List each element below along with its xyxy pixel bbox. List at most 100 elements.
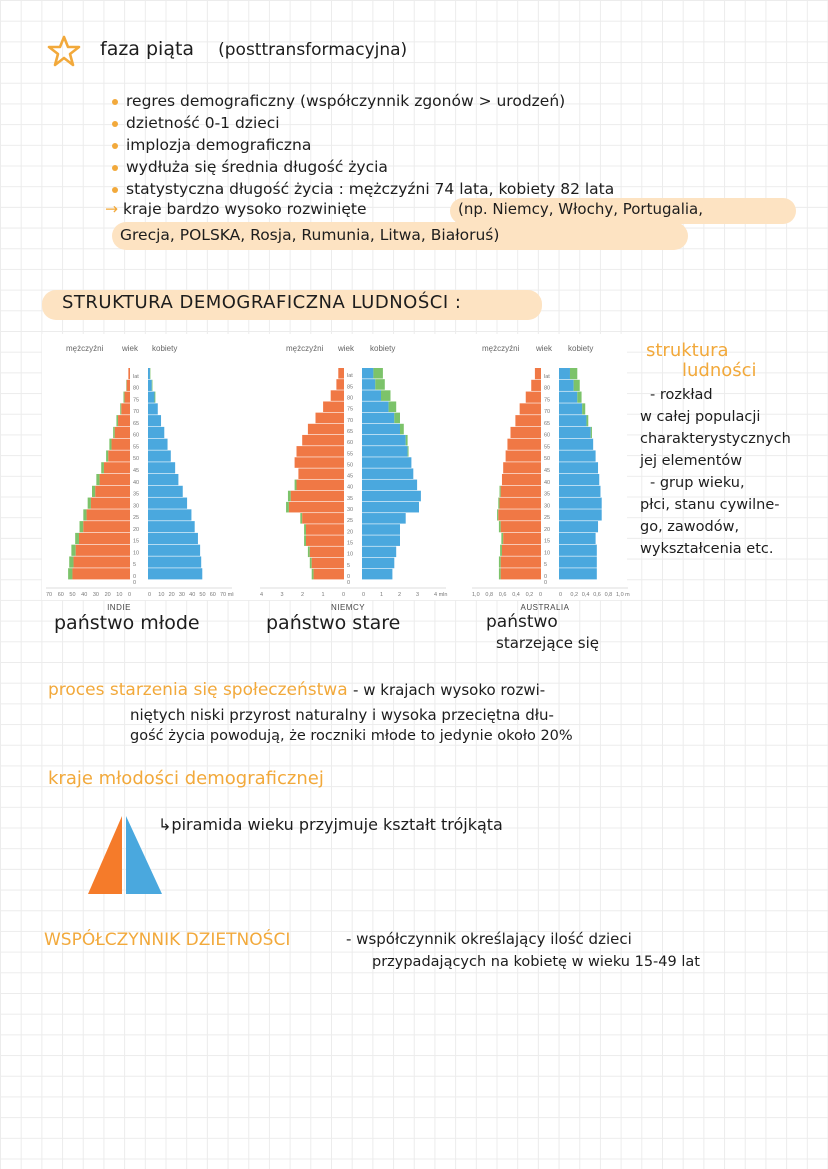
aging-line1: proces starzenia się społeczeństwa - w k… [48,680,545,700]
pyramid-women-surplus-bar [381,390,391,401]
pyramid-men-surplus-bar [286,501,289,513]
countries-lead: kraje bardzo wysoko rozwinięte [122,200,367,218]
pyramid-axis-tick: 40 [189,592,195,598]
pyramid-age-tick: 60 [544,433,550,439]
pyramid-men-bar [503,532,541,545]
pyramid-women-surplus-bar [388,401,397,413]
side-note-line: jej elementów [640,453,743,469]
pyramid-men-surplus-bar [499,485,501,497]
pyramid-women-bar [148,450,171,462]
pyramid-men-surplus-bar [300,513,303,524]
pyramid-age-tick: lat [133,374,139,380]
pyramid-age-tick: 65 [544,421,550,427]
bullet-icon [112,120,118,127]
pyramid-women-bar [559,544,597,556]
side-note-line: w całej populacji [640,409,761,425]
pyramid-women-bar [362,468,414,479]
phase-subtitle: (posttransformacyjna) [218,40,408,60]
pyramid-women-bar [148,438,168,450]
pyramid-age-tick: 25 [347,518,353,524]
pyramid-men-bar [103,462,130,474]
pyramid-women-bar [559,462,599,474]
pyramid-men-bar [507,438,541,450]
pyramid-axis-tick: 0 [539,592,542,598]
aging-line3: gość życia powodują, że roczniki młode t… [130,728,573,744]
pyramid-men-bar [313,568,344,580]
pyramid-men-bar [90,497,130,509]
pyramid-men-bar [500,556,541,568]
pyramid-men-bar [306,524,344,535]
pyramid-men-surplus-bar [311,568,314,580]
pyramid-axis-tick: 4 mln [434,592,447,598]
pyramid-axis-tick: 40 [81,592,87,598]
pyramid-age-tick: 60 [347,440,353,446]
arrow-right-icon: → [105,200,118,218]
pyramid-age-tick: 20 [133,527,139,533]
pyramid-men-bar [298,468,344,479]
side-note-line: go, zawodów, [640,519,740,535]
pyramid-men-surplus-bar [75,532,79,545]
pyramid-men-bar [309,546,344,558]
side-note-line: wykształcenia etc. [640,541,774,557]
pyramid-men-surplus-bar [120,403,122,415]
pyramid-men-surplus-bar [109,438,112,450]
pyramid-women-bar [362,457,412,468]
pyramid-age-tick: 65 [133,421,139,427]
pyramid-men-bar [121,403,130,415]
pyramid-age-tick: 10 [544,550,550,556]
pyramid-age-tick: 25 [544,515,550,521]
pyramid-men-surplus-bar [304,535,306,546]
pyramid-men-bar [78,532,130,545]
pyramid-women-surplus-bar [151,379,153,391]
pyramid-age-tick: 0 [347,580,350,586]
pyramid-women-bar [559,532,596,545]
pyramid-age-tick: 10 [347,552,353,558]
pyramid-age-tick: 30 [347,507,353,513]
pyramid-women-bar [559,450,596,462]
pyramid-women-bar [362,479,418,491]
pyramid-men-bar [503,462,541,474]
pyramid-age-tick: 55 [347,451,353,457]
pyramid-men-bar [288,501,344,513]
pyramid-women-bar [148,485,183,497]
pyr-country: NIEMCY [330,603,366,612]
pyramid-axis-tick: 0 [342,592,345,598]
pyramid-women-bar [362,434,406,446]
pyr-women-label: kobiety [370,344,396,353]
pyramid-women-bar [559,403,583,415]
caption-australia-2: starzejące się [496,634,599,652]
pyramid-age-tick: 40 [347,485,353,491]
pyramid-men-bar [525,391,541,403]
pyramid-men-bar [296,479,344,491]
pyramid-men-bar [323,401,344,413]
pyramid-men-bar [128,368,130,380]
pyramid-women-bar [559,556,597,568]
pyr-women-label: kobiety [568,344,594,353]
side-note-title-2: ludności [682,360,757,381]
pyramid-axis-tick: 20 [169,592,175,598]
pyramid-axis-tick: 20 [105,592,111,598]
pyramid-women-bar [362,446,408,457]
pyramid-axis-tick: 1 [380,592,383,598]
pyramid-age-tick: lat [544,374,550,380]
pyramid-women-bar [559,379,574,391]
pyramid-age-tick: 5 [133,562,136,568]
pyr-women-label: kobiety [152,344,178,353]
phase-title: faza piąta [100,38,195,60]
pyramid-age-tick: 35 [347,496,353,502]
pyramid-axis-tick: 0,8 [485,592,493,598]
pyramid-men-bar [95,485,130,497]
pyramid-men-bar [311,557,344,569]
pyramid-men-bar [99,474,130,486]
pyramid-men-bar [338,368,344,379]
pyr-men-label: mężczyźni [286,344,324,353]
pyramid-men-surplus-bar [68,568,73,580]
pyramid-women-bar [559,415,587,427]
pyramid-women-bar [559,485,601,497]
pyramid-axis-tick: 60 [210,592,216,598]
pyr-men-label: mężczyźni [66,344,104,353]
pyramid-men-bar [306,535,344,546]
aging-line2: niętych niski przyrost naturalny i wysok… [130,706,554,724]
pyramid-men-bar [499,497,541,509]
